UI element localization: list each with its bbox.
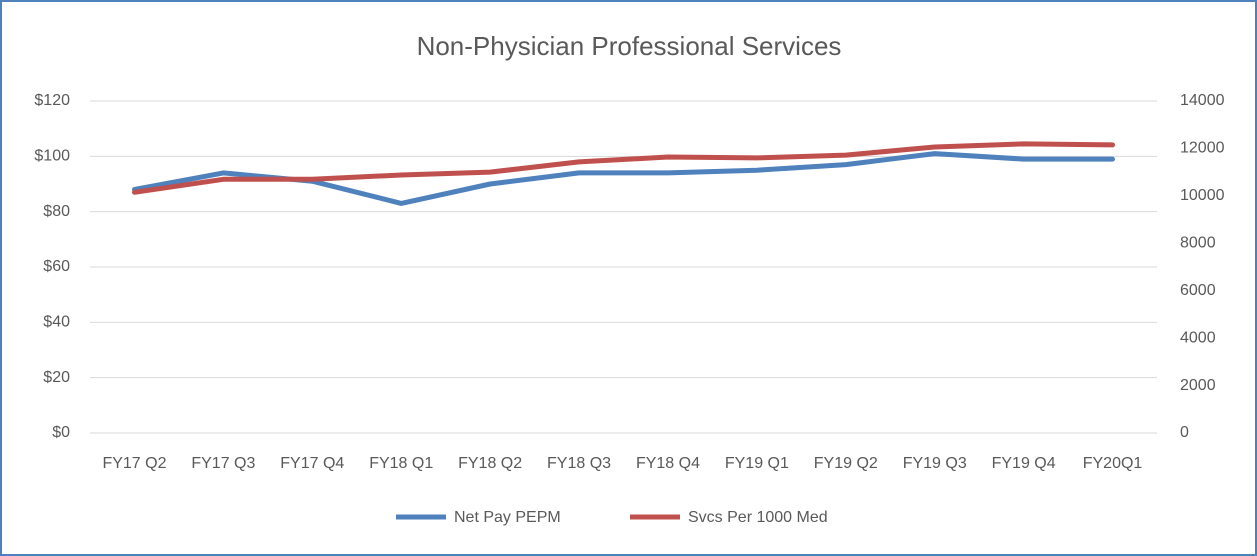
- chart-title: Non-Physician Professional Services: [417, 31, 842, 61]
- x-tick-label: FY18 Q4: [636, 455, 700, 472]
- y-tick-label: $40: [43, 314, 70, 331]
- x-tick-label: FY19 Q2: [814, 455, 878, 472]
- x-tick-label: FY18 Q1: [369, 455, 433, 472]
- y-tick-label: $100: [34, 148, 70, 165]
- x-tick-label: FY17 Q4: [280, 455, 344, 472]
- legend-label: Svcs Per 1000 Med: [688, 509, 828, 526]
- y-tick-label: $20: [43, 369, 70, 386]
- y2-tick-label: 10000: [1180, 187, 1225, 204]
- y2-tick-label: 12000: [1180, 140, 1225, 157]
- y2-tick-label: 0: [1180, 424, 1189, 441]
- y-tick-label: $0: [52, 424, 70, 441]
- y2-tick-label: 2000: [1180, 377, 1216, 394]
- x-tick-label: FY19 Q3: [903, 455, 967, 472]
- y2-tick-label: 8000: [1180, 235, 1216, 252]
- line-series: [132, 141, 1115, 195]
- y2-tick-label: 6000: [1180, 282, 1216, 299]
- y-tick-label: $120: [34, 92, 70, 109]
- y-tick-label: $60: [43, 258, 70, 275]
- y2-tick-label: 4000: [1180, 329, 1216, 346]
- x-tick-label: FY17 Q3: [191, 455, 255, 472]
- x-tick-label: FY18 Q3: [547, 455, 611, 472]
- x-tick-label: FY17 Q2: [102, 455, 166, 472]
- x-tick-label: FY20Q1: [1083, 455, 1143, 472]
- y2-tick-label: 14000: [1180, 92, 1225, 109]
- x-tick-label: FY19 Q1: [725, 455, 789, 472]
- x-tick-label: FY19 Q4: [992, 455, 1056, 472]
- y-tick-label: $80: [43, 203, 70, 220]
- legend-label: Net Pay PEPM: [454, 509, 561, 526]
- x-tick-label: FY18 Q2: [458, 455, 522, 472]
